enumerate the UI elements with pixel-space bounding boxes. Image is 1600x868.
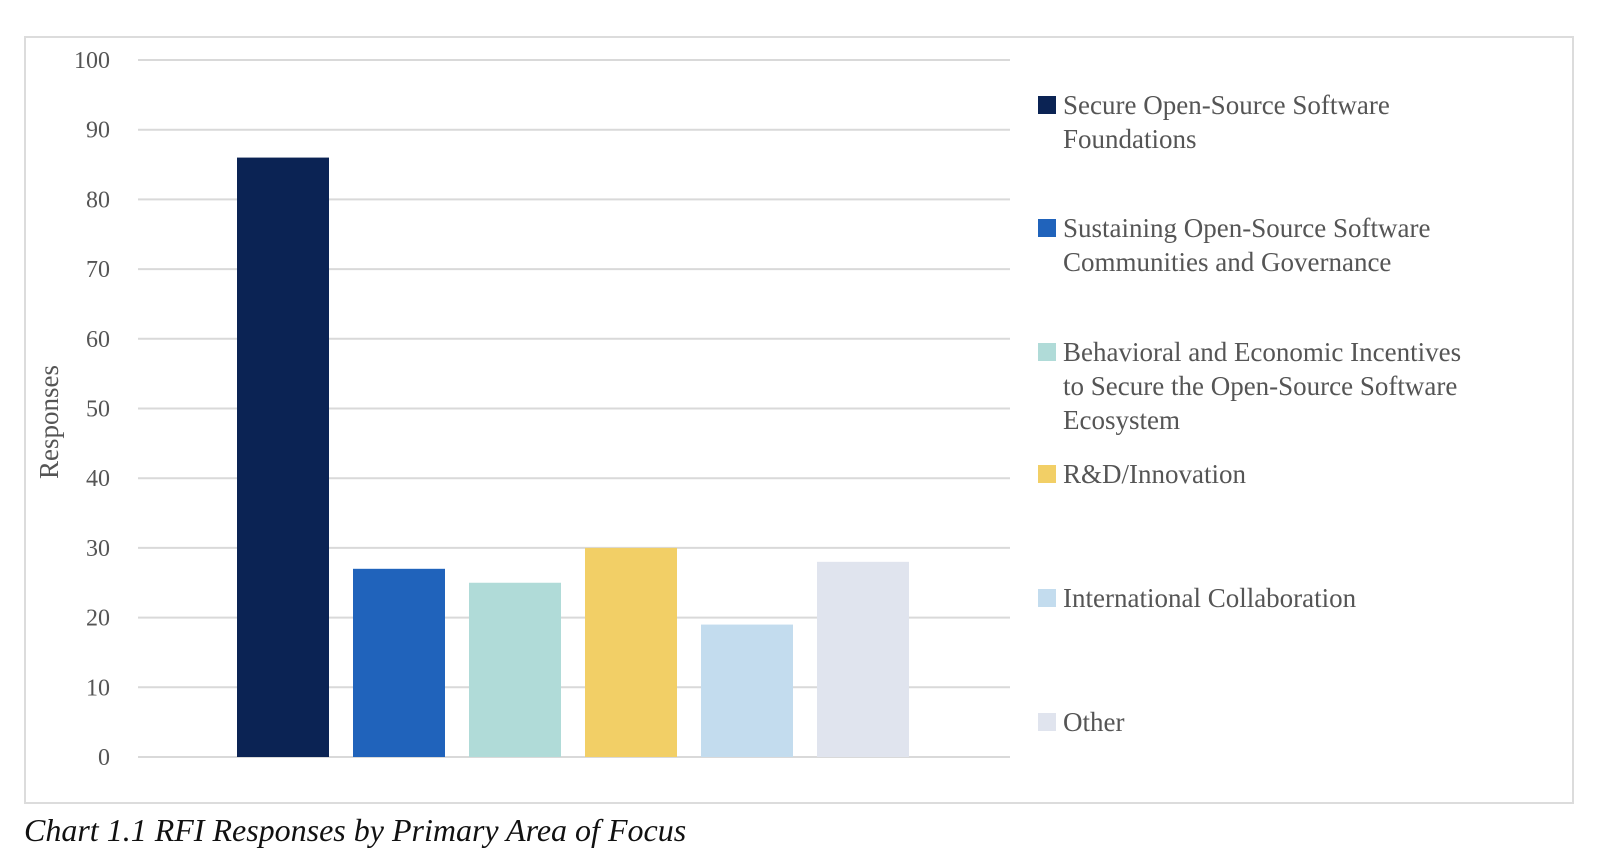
legend-swatch [1038, 589, 1056, 607]
legend-label: Sustaining Open-Source Software Communiti… [1063, 211, 1543, 279]
legend-label-line: Behavioral and Economic Incentives [1063, 337, 1462, 367]
legend-label-line: Ecosystem [1063, 405, 1180, 435]
legend-swatch [1038, 343, 1056, 361]
legend-label: Behavioral and Economic Incentives to Sec… [1063, 335, 1543, 437]
legend-label-line: R&D/Innovation [1063, 459, 1246, 489]
legend-label: Other [1063, 705, 1543, 739]
legend-item: Other [1038, 705, 1543, 739]
y-tick-label: 50 [86, 397, 110, 423]
bar [237, 157, 329, 757]
legend-label-line: Secure Open-Source Software [1063, 90, 1390, 120]
legend-label: International Collaboration [1063, 581, 1543, 615]
legend-label-line: to Secure the Open-Source Software [1063, 371, 1458, 401]
legend-label: Secure Open-Source Software Foundations [1063, 88, 1543, 156]
legend-swatch [1038, 96, 1056, 114]
legend-item: Sustaining Open-Source Software Communiti… [1038, 211, 1543, 279]
legend: Secure Open-Source Software Foundations Su… [1038, 0, 1578, 868]
legend-swatch [1038, 219, 1056, 237]
y-axis-label: Responses [34, 365, 64, 479]
legend-label-line: Communities and Governance [1063, 247, 1392, 277]
bar [469, 582, 561, 757]
legend-item: Secure Open-Source Software Foundations [1038, 88, 1543, 156]
legend-label-line: International Collaboration [1063, 583, 1357, 613]
y-tick-label: 10 [86, 675, 110, 701]
chart-caption: Chart 1.1 RFI Responses by Primary Area … [24, 812, 687, 848]
y-tick-label: 40 [86, 466, 110, 492]
bar [585, 547, 677, 757]
bar [817, 561, 909, 757]
y-tick-label: 30 [86, 536, 110, 562]
legend-item: International Collaboration [1038, 581, 1543, 615]
legend-label-line: Foundations [1063, 124, 1197, 154]
legend-label-line: Sustaining Open-Source Software [1063, 213, 1431, 243]
legend-swatch [1038, 465, 1056, 483]
y-tick-label: 70 [86, 257, 110, 283]
y-tick-label: 60 [86, 327, 110, 353]
bar [353, 568, 445, 757]
legend-item: R&D/Innovation [1038, 457, 1543, 491]
legend-label: R&D/Innovation [1063, 457, 1543, 491]
legend-swatch [1038, 713, 1056, 731]
y-tick-label: 80 [86, 187, 110, 213]
y-axis-ticks: 0 10 20 30 40 50 60 70 80 90 100 [74, 48, 110, 771]
y-tick-label: 0 [98, 745, 110, 771]
bar [701, 624, 793, 757]
y-tick-label: 20 [86, 606, 110, 632]
bars [237, 157, 909, 757]
legend-label-line: Other [1063, 707, 1125, 737]
y-tick-label: 90 [86, 118, 110, 144]
legend-item: Behavioral and Economic Incentives to Sec… [1038, 335, 1543, 437]
y-tick-label: 100 [74, 48, 110, 74]
